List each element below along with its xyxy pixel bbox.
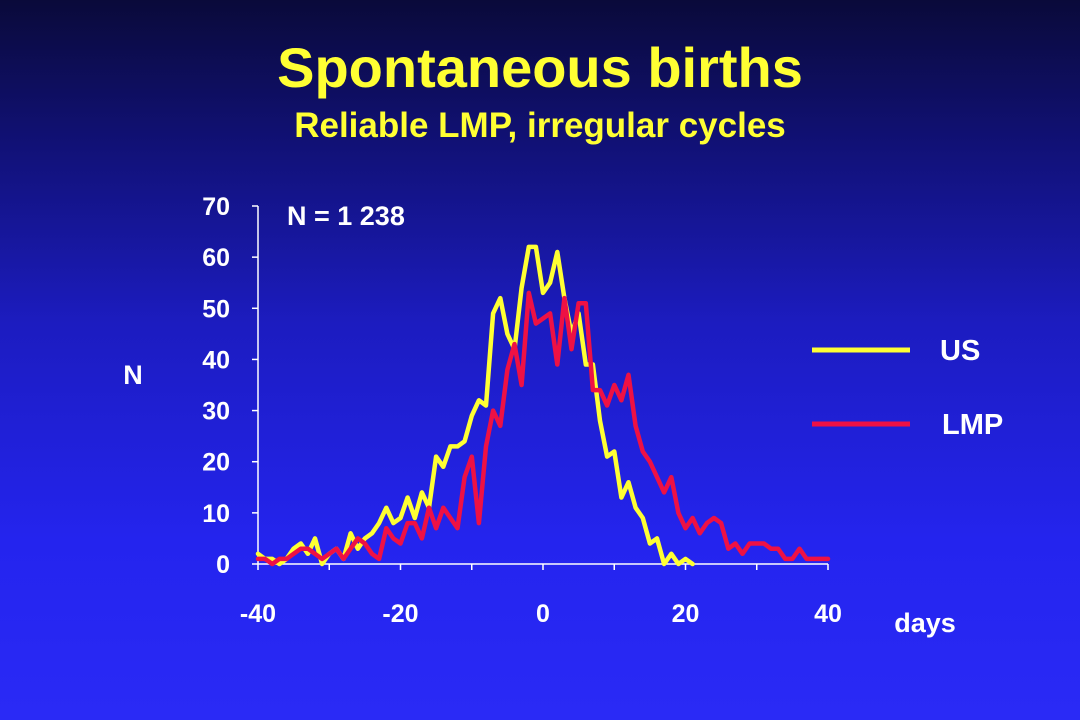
series-line-us (255, 244, 695, 567)
y-tick-label: 30 (202, 398, 230, 426)
x-axis-label: days (894, 608, 956, 638)
axes: 0 10 20 30 40 50 60 70 -40 -20 0 20 40 (202, 193, 842, 628)
legend: US LMP (812, 335, 1003, 441)
x-tick-label: 20 (672, 600, 700, 628)
x-tick-label: -40 (240, 600, 276, 628)
legend-label-lmp: LMP (942, 409, 1003, 441)
legend-label-us: US (940, 335, 980, 367)
slide-subtitle: Reliable LMP, irregular cycles (294, 106, 786, 145)
x-tick-label: 40 (814, 600, 842, 628)
y-tick-label: 50 (202, 295, 230, 323)
series-line-lmp (255, 290, 831, 567)
y-tick-label: 60 (202, 244, 230, 272)
series-layer (255, 244, 831, 567)
sample-size-annotation: N = 1 238 (287, 201, 405, 231)
y-axis-label: N (123, 360, 143, 390)
x-tick-label: -20 (382, 600, 418, 628)
y-tick-label: 20 (202, 449, 230, 477)
y-tick-label: 70 (202, 193, 230, 221)
y-tick-label: 40 (202, 346, 230, 374)
x-tick-label: 0 (536, 600, 550, 628)
y-tick-label: 0 (216, 551, 230, 579)
slide-title: Spontaneous births (277, 36, 803, 99)
y-tick-label: 10 (202, 500, 230, 528)
